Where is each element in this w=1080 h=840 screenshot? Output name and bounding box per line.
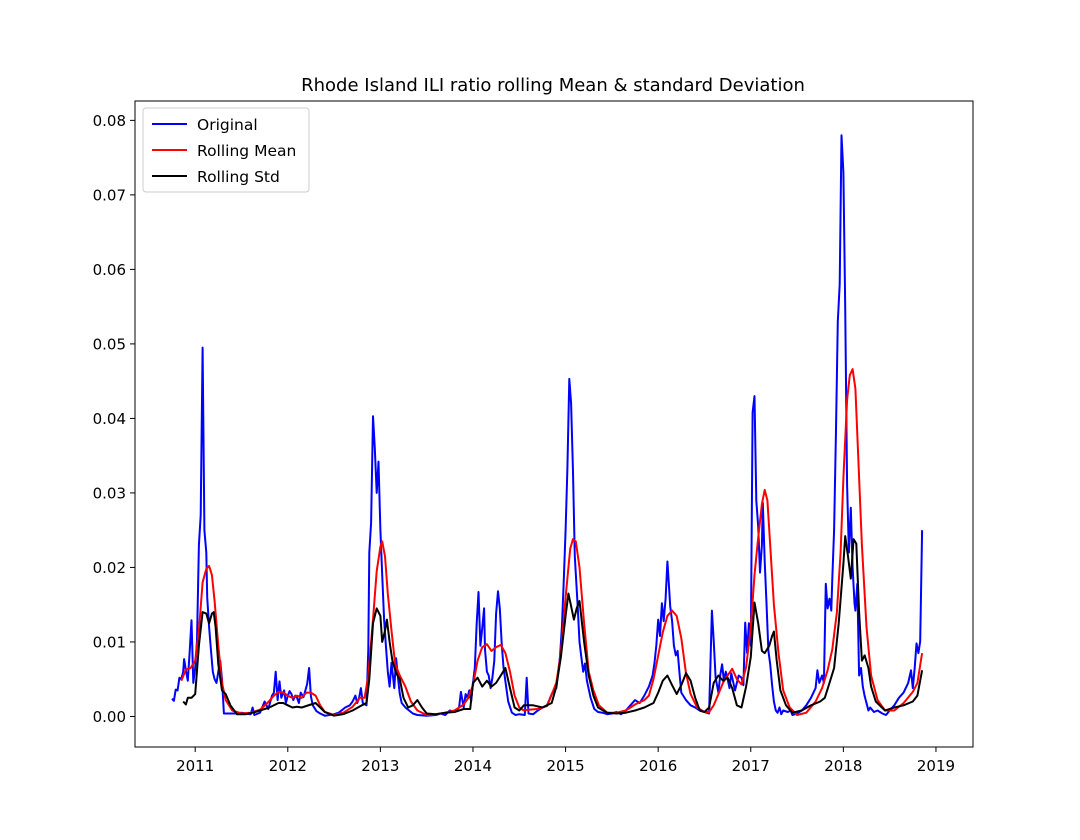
chart-title: Rhode Island ILI ratio rolling Mean & st…	[301, 75, 805, 96]
x-tick-label: 2012	[269, 757, 307, 775]
x-tick-label: 2016	[639, 757, 677, 775]
series-line-rolling-std	[182, 535, 924, 717]
legend-box	[142, 107, 310, 193]
x-tick-label: 2017	[732, 757, 770, 775]
y-tick-label: 0.08	[93, 112, 126, 130]
y-tick-label: 0.00	[93, 708, 126, 726]
plot-frame	[134, 100, 974, 748]
x-tick-label: 2011	[176, 757, 214, 775]
y-tick-label: 0.01	[93, 633, 126, 651]
y-tick-label: 0.07	[93, 186, 126, 204]
x-axis: 2011 2012 2013 2014 2015 2016 2017 2018 2019	[176, 747, 955, 775]
legend-label-original: Original	[197, 116, 258, 134]
y-axis: 0.00 0.01 0.02 0.03 0.04 0.05 0.06 0.07 0.08	[93, 112, 135, 726]
y-tick-label: 0.03	[93, 484, 126, 502]
y-tick-label: 0.04	[93, 410, 126, 428]
x-tick-label: 2015	[546, 757, 584, 775]
x-tick-label: 2018	[824, 757, 862, 775]
y-tick-label: 0.06	[93, 261, 126, 279]
x-tick-label: 2019	[917, 757, 955, 775]
x-tick-label: 2013	[361, 757, 399, 775]
legend: Original Rolling Mean Rolling Std	[142, 107, 310, 193]
series-layer	[171, 134, 924, 717]
y-tick-label: 0.02	[93, 559, 126, 577]
y-tick-label: 0.05	[93, 335, 126, 353]
legend-label-rolling-mean: Rolling Mean	[197, 142, 296, 160]
x-tick-label: 2014	[454, 757, 492, 775]
legend-label-rolling-std: Rolling Std	[197, 168, 280, 186]
